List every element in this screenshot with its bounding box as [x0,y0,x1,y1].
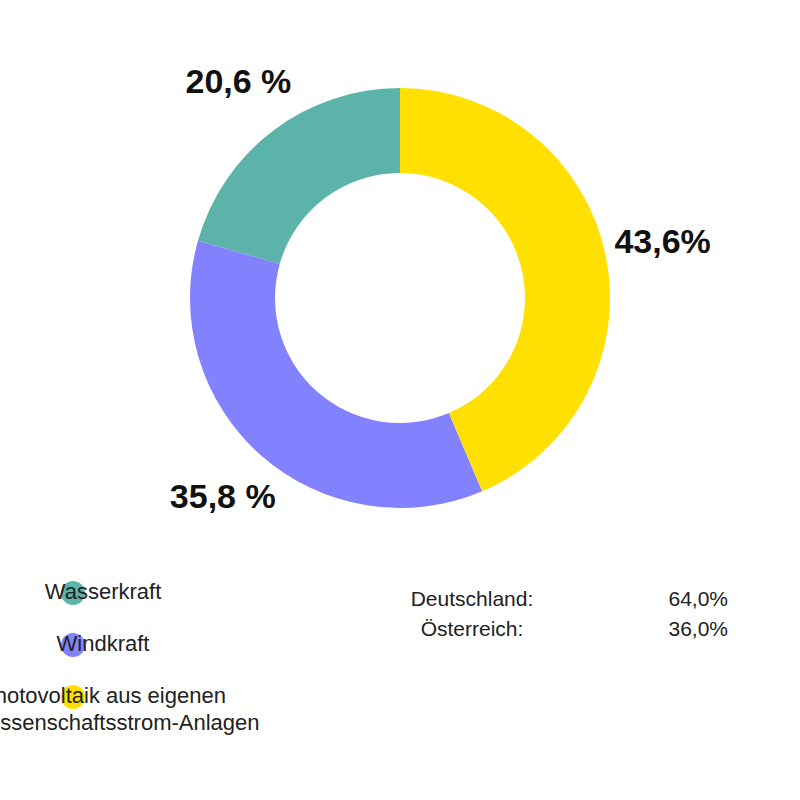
svg-text:64,0%: 64,0% [668,587,728,610]
svg-text:Deutschland:: Deutschland: [411,587,534,610]
svg-text:36,0%: 36,0% [668,617,728,640]
svg-text:Photovoltaik aus eigenenGenoss: Photovoltaik aus eigenenGenossenschaftss… [0,683,260,735]
svg-text:Österreich:: Österreich: [421,617,524,640]
svg-text:Windkraft: Windkraft [57,631,150,656]
svg-text:43,6%: 43,6% [614,222,710,260]
svg-text:35,8 %: 35,8 % [170,477,276,515]
svg-text:20,6 %: 20,6 % [185,62,291,100]
svg-text:Wasserkraft: Wasserkraft [45,579,162,604]
